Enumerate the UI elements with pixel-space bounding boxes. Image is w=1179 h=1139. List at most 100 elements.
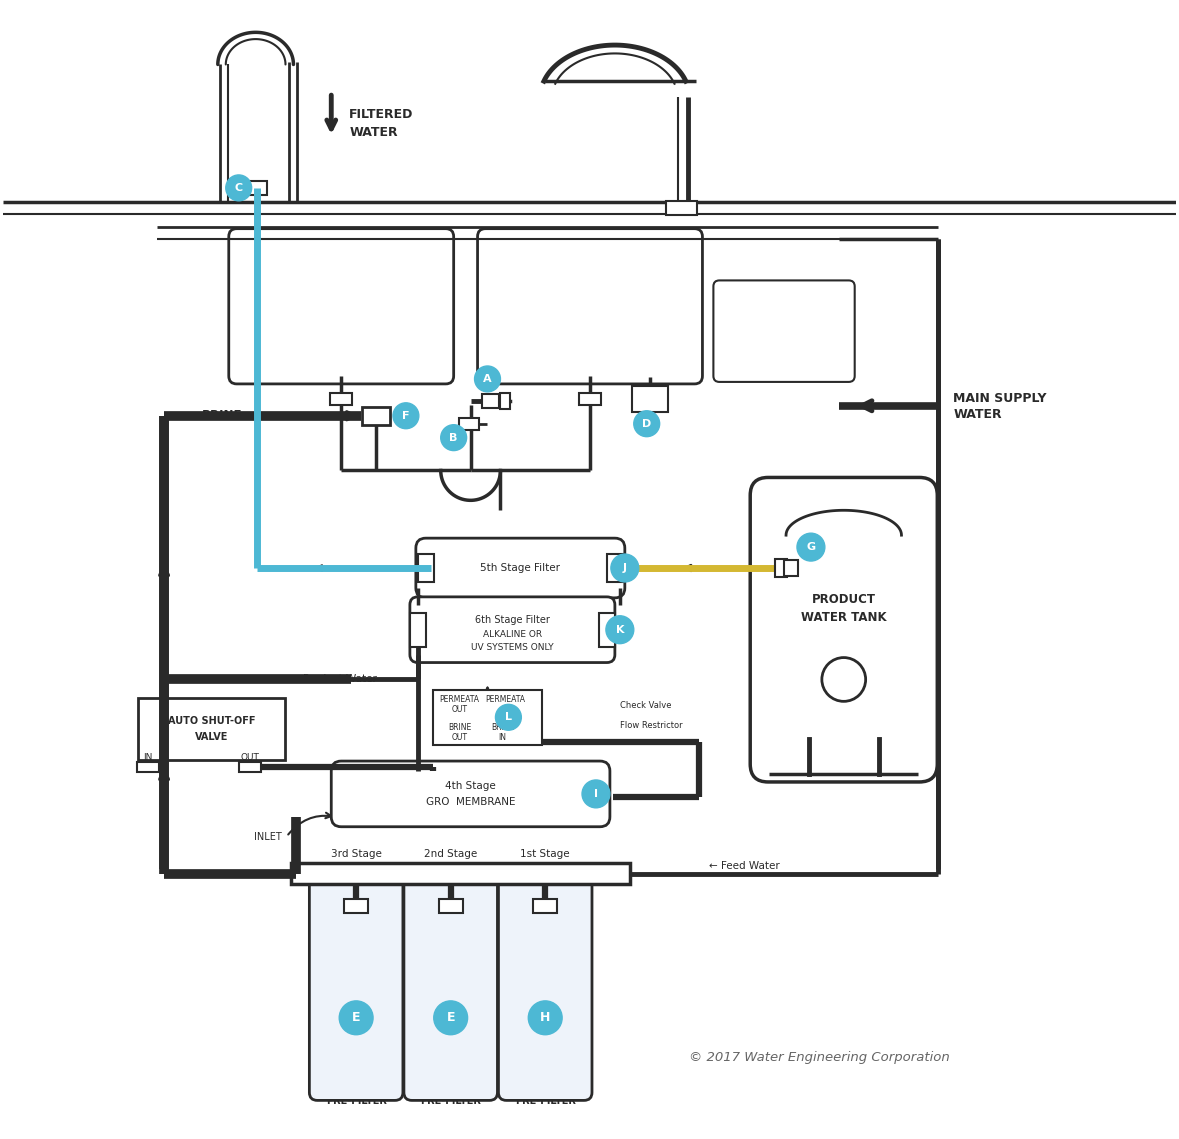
Text: Check Valve: Check Valve bbox=[620, 700, 671, 710]
Circle shape bbox=[495, 704, 521, 730]
Text: PERMEATA: PERMEATA bbox=[486, 695, 526, 704]
FancyBboxPatch shape bbox=[599, 613, 615, 647]
Text: L: L bbox=[505, 712, 512, 722]
Text: 5th Stage Filter: 5th Stage Filter bbox=[480, 563, 560, 573]
Text: C: C bbox=[235, 183, 243, 192]
Text: F: F bbox=[402, 411, 409, 420]
Circle shape bbox=[226, 175, 251, 200]
Text: WATER: WATER bbox=[953, 408, 1002, 421]
FancyBboxPatch shape bbox=[331, 761, 610, 827]
Text: PERMEATA: PERMEATA bbox=[440, 695, 480, 704]
Circle shape bbox=[475, 366, 500, 392]
FancyBboxPatch shape bbox=[410, 597, 615, 663]
Text: UV SYSTEMS ONLY: UV SYSTEMS ONLY bbox=[472, 644, 554, 653]
FancyBboxPatch shape bbox=[499, 876, 592, 1100]
FancyBboxPatch shape bbox=[607, 554, 623, 582]
FancyBboxPatch shape bbox=[666, 200, 698, 215]
Text: BRINE: BRINE bbox=[202, 409, 243, 423]
FancyBboxPatch shape bbox=[433, 690, 542, 745]
FancyBboxPatch shape bbox=[784, 560, 798, 576]
Circle shape bbox=[611, 554, 639, 582]
FancyBboxPatch shape bbox=[713, 280, 855, 382]
Text: © 2017 Water Engineering Corporation: © 2017 Water Engineering Corporation bbox=[689, 1051, 949, 1064]
Text: PRODUCT: PRODUCT bbox=[812, 593, 876, 606]
Text: CARBON: CARBON bbox=[334, 1082, 380, 1092]
Circle shape bbox=[822, 657, 865, 702]
FancyBboxPatch shape bbox=[579, 393, 601, 404]
FancyBboxPatch shape bbox=[137, 762, 159, 772]
Text: INLET: INLET bbox=[253, 831, 282, 842]
Text: WATER TANK: WATER TANK bbox=[801, 612, 887, 624]
Text: IN: IN bbox=[499, 732, 507, 741]
FancyBboxPatch shape bbox=[138, 698, 285, 760]
Text: IN: IN bbox=[501, 705, 509, 714]
Text: D: D bbox=[643, 419, 651, 428]
Text: PRE-FILTER: PRE-FILTER bbox=[325, 1097, 387, 1106]
FancyBboxPatch shape bbox=[750, 477, 937, 782]
Text: I: I bbox=[594, 789, 598, 798]
Text: PRE-FILTER: PRE-FILTER bbox=[515, 1097, 575, 1106]
Text: BRINE: BRINE bbox=[490, 723, 514, 731]
Text: OUT: OUT bbox=[452, 705, 468, 714]
FancyBboxPatch shape bbox=[459, 418, 479, 429]
Text: OUT: OUT bbox=[241, 753, 259, 762]
FancyBboxPatch shape bbox=[775, 559, 788, 577]
FancyBboxPatch shape bbox=[245, 181, 266, 195]
FancyBboxPatch shape bbox=[362, 407, 390, 425]
FancyBboxPatch shape bbox=[309, 876, 403, 1100]
Text: 4th Stage: 4th Stage bbox=[446, 781, 496, 790]
Text: MAIN SUPPLY: MAIN SUPPLY bbox=[953, 392, 1047, 405]
Circle shape bbox=[582, 780, 610, 808]
Text: E: E bbox=[447, 1011, 455, 1024]
Circle shape bbox=[797, 533, 825, 562]
Text: AUTO SHUT-OFF: AUTO SHUT-OFF bbox=[169, 716, 256, 727]
FancyBboxPatch shape bbox=[410, 613, 426, 647]
Text: IN: IN bbox=[144, 753, 153, 762]
Text: BRINE: BRINE bbox=[448, 723, 472, 731]
FancyBboxPatch shape bbox=[330, 393, 353, 404]
FancyBboxPatch shape bbox=[238, 762, 261, 772]
Circle shape bbox=[340, 1001, 373, 1034]
Text: SEDIMENT: SEDIMENT bbox=[518, 1082, 573, 1092]
FancyBboxPatch shape bbox=[416, 538, 625, 598]
Circle shape bbox=[393, 403, 419, 428]
FancyBboxPatch shape bbox=[291, 862, 630, 885]
FancyBboxPatch shape bbox=[481, 394, 500, 408]
Text: 6th Stage Filter: 6th Stage Filter bbox=[475, 615, 549, 625]
Text: J: J bbox=[623, 563, 627, 573]
Text: 1st Stage: 1st Stage bbox=[520, 849, 569, 859]
Circle shape bbox=[434, 1001, 468, 1034]
Text: B: B bbox=[449, 433, 457, 443]
Text: ← Feed Water: ← Feed Water bbox=[710, 861, 780, 870]
Circle shape bbox=[606, 616, 634, 644]
Text: 3rd Stage: 3rd Stage bbox=[330, 849, 382, 859]
FancyBboxPatch shape bbox=[500, 393, 511, 409]
Text: ← Product Water: ← Product Water bbox=[291, 674, 377, 685]
FancyBboxPatch shape bbox=[632, 386, 667, 412]
Text: OUT: OUT bbox=[452, 732, 468, 741]
Circle shape bbox=[441, 425, 467, 451]
Circle shape bbox=[634, 411, 660, 436]
FancyBboxPatch shape bbox=[417, 554, 434, 582]
FancyBboxPatch shape bbox=[477, 229, 703, 384]
Text: A: A bbox=[483, 374, 492, 384]
Text: K: K bbox=[615, 624, 624, 634]
FancyBboxPatch shape bbox=[344, 900, 368, 913]
Text: VALVE: VALVE bbox=[196, 732, 229, 743]
FancyBboxPatch shape bbox=[533, 900, 558, 913]
Text: CARBON: CARBON bbox=[428, 1082, 474, 1092]
Text: FILTERED: FILTERED bbox=[349, 108, 414, 121]
Text: H: H bbox=[540, 1011, 551, 1024]
Circle shape bbox=[528, 1001, 562, 1034]
Text: GRO  MEMBRANE: GRO MEMBRANE bbox=[426, 797, 515, 806]
Text: 2nd Stage: 2nd Stage bbox=[424, 849, 477, 859]
Text: Flow Restrictor: Flow Restrictor bbox=[620, 721, 683, 730]
Text: ALKALINE OR: ALKALINE OR bbox=[483, 630, 542, 639]
Text: E: E bbox=[351, 1011, 361, 1024]
Text: PRE-FILTER: PRE-FILTER bbox=[420, 1097, 481, 1106]
Text: G: G bbox=[806, 542, 816, 552]
FancyBboxPatch shape bbox=[404, 876, 498, 1100]
FancyBboxPatch shape bbox=[229, 229, 454, 384]
Text: WATER: WATER bbox=[349, 125, 397, 139]
FancyBboxPatch shape bbox=[439, 900, 462, 913]
